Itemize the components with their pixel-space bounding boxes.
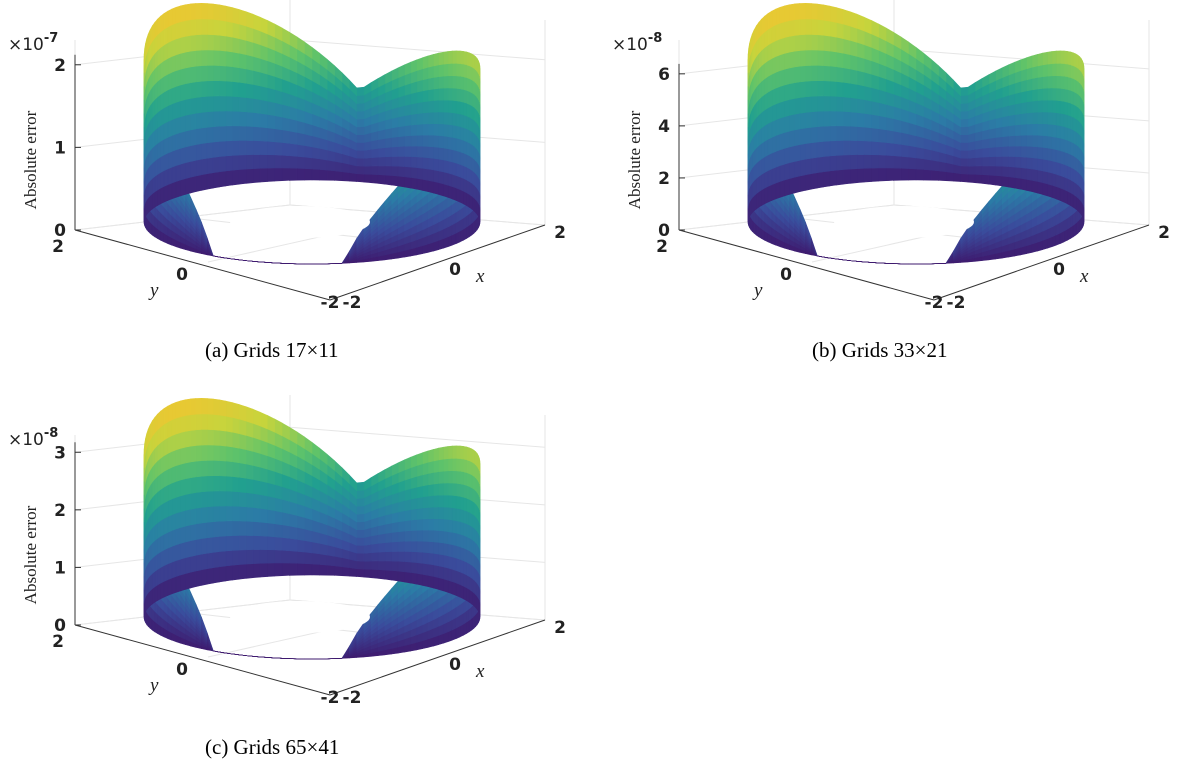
z-tick-label: 1 — [54, 138, 66, 158]
x-axis-line — [329, 224, 546, 301]
z-tick-label: 4 — [658, 117, 670, 137]
z-tick-label: 1 — [54, 558, 66, 578]
y-axis-label: y — [752, 280, 763, 301]
x-axis-line — [933, 224, 1150, 301]
z-axis-label: Absolute error — [21, 505, 40, 604]
x-tick-label: -2 — [343, 688, 362, 708]
z-axis-label: Absolute error — [625, 110, 644, 209]
surface — [143, 3, 481, 265]
x-tick-label: 2 — [554, 618, 566, 638]
caption-a: (a) Grids 17×11 — [205, 338, 339, 362]
x-axis-label: x — [1079, 266, 1089, 287]
y-tick-label: 2 — [656, 237, 668, 257]
x-axis-line — [329, 619, 546, 696]
z-tick-label: 3 — [54, 443, 66, 463]
x-tick-label: -2 — [343, 293, 362, 313]
y-axis-label: y — [148, 280, 159, 301]
surface-hole — [230, 601, 370, 633]
y-tick-label: -2 — [321, 293, 340, 313]
x-tick-label: 0 — [449, 260, 461, 280]
z-tick-label: 0 — [54, 221, 66, 241]
x-tick-label: 0 — [1053, 260, 1065, 280]
chart-panel-c: 0 1 2 3 ×10-8 Absolute error 2 0 -2 -2 0 2 y x — [0, 395, 590, 725]
y-tick-label: 0 — [176, 660, 188, 680]
x-tick-label: 2 — [1158, 223, 1170, 243]
surface-hole — [834, 206, 974, 238]
y-axis-line — [74, 624, 331, 696]
y-axis-label: y — [148, 675, 159, 696]
z-tick-label: 0 — [54, 616, 66, 636]
x-axis-label: x — [475, 266, 485, 287]
surface-hole — [230, 206, 370, 238]
z-multiplier: ×10-8 — [612, 31, 662, 55]
z-tick-label: 0 — [658, 221, 670, 241]
y-axis-line — [74, 229, 331, 301]
z-tick-label: 2 — [54, 56, 66, 76]
z-multiplier: ×10-7 — [8, 31, 58, 55]
y-tick-label: 0 — [176, 265, 188, 285]
y-tick-label: 2 — [52, 632, 64, 652]
z-tick-label: 2 — [54, 501, 66, 521]
x-axis-label: x — [475, 661, 485, 682]
x-tick-label: 0 — [449, 655, 461, 675]
z-tick-label: 2 — [658, 169, 670, 189]
caption-b: (b) Grids 33×21 — [812, 338, 948, 362]
z-tick-label: 6 — [658, 65, 670, 85]
x-tick-label: 2 — [554, 223, 566, 243]
y-axis-line — [678, 229, 935, 301]
chart-panel-a: 0 1 2 ×10-7 Absolute error 2 0 -2 -2 0 2 y x — [0, 0, 590, 330]
surface — [747, 3, 1085, 265]
x-tick-label: -2 — [947, 293, 966, 313]
y-tick-label: -2 — [925, 293, 944, 313]
surface — [143, 398, 481, 660]
z-multiplier: ×10-8 — [8, 426, 58, 450]
caption-c: (c) Grids 65×41 — [205, 735, 340, 759]
y-tick-label: 0 — [780, 265, 792, 285]
y-tick-label: 2 — [52, 237, 64, 257]
z-axis-label: Absolute error — [21, 110, 40, 209]
y-tick-label: -2 — [321, 688, 340, 708]
chart-panel-b: 0 2 4 6 ×10-8 Absolute error 2 0 -2 -2 0 2 y x — [604, 0, 1184, 330]
